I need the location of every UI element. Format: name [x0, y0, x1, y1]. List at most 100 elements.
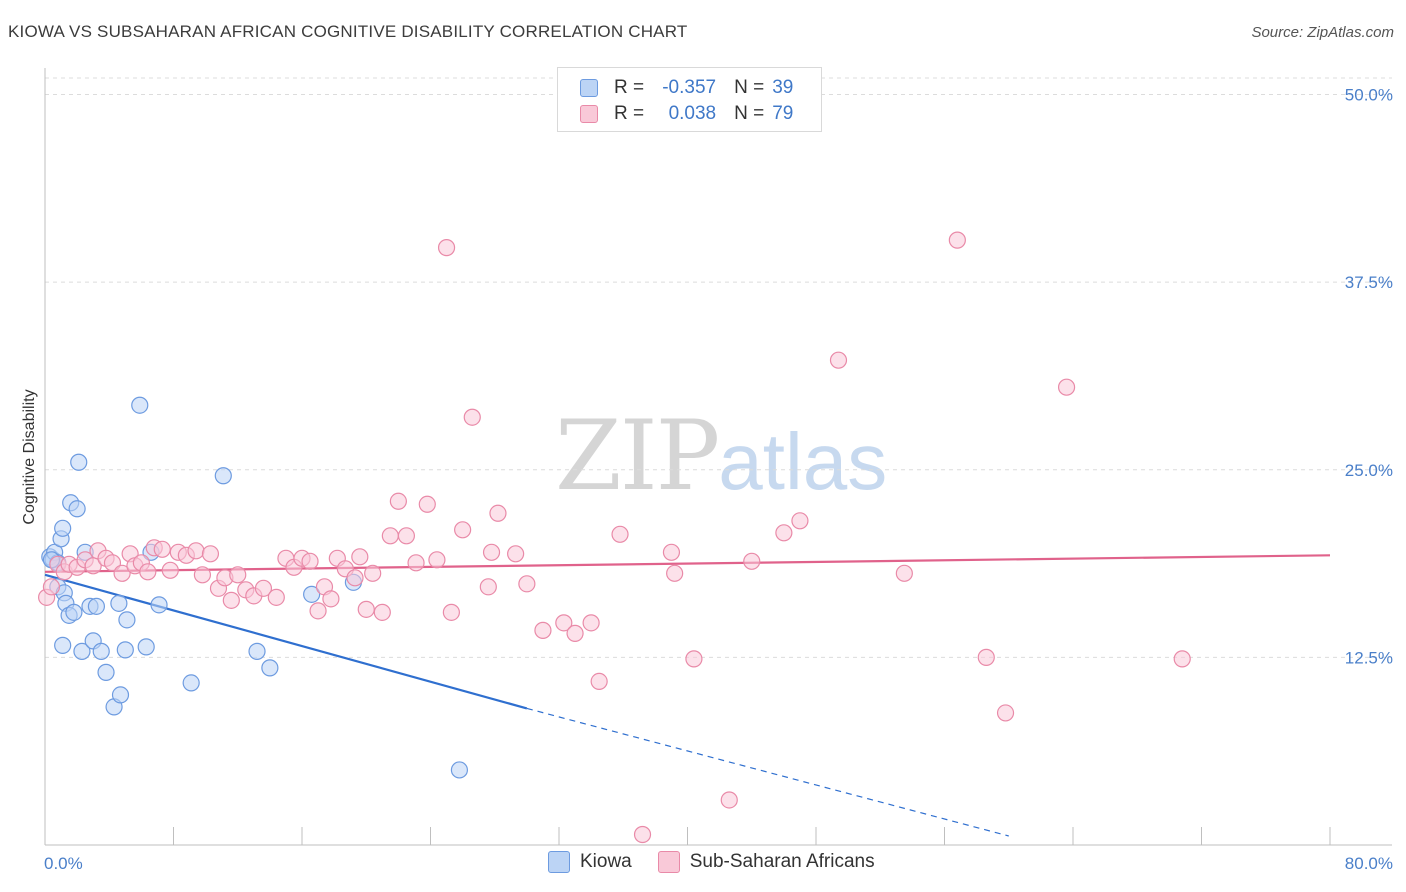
series-name-kiowa: Kiowa	[580, 851, 632, 872]
legend-row-kiowa: R = -0.357 N = 39	[580, 76, 793, 100]
kiowa-point	[65, 603, 83, 621]
kiowa-point	[182, 674, 200, 692]
legend-n-value: 79	[772, 103, 794, 124]
y-axis-label: Cognitive Disability	[21, 389, 38, 524]
kiowa-point	[131, 396, 149, 414]
y-tick-label: 37.5%	[1345, 273, 1393, 292]
kiowa-point	[97, 663, 115, 681]
series-name-subsaharan: Sub-Saharan Africans	[689, 851, 875, 872]
chart-title: KIOWA VS SUBSAHARAN AFRICAN COGNITIVE DI…	[8, 22, 688, 41]
subsaharan-point	[301, 552, 319, 570]
series-legend-kiowa[interactable]: Kiowa	[548, 851, 632, 873]
kiowa-point	[116, 641, 134, 659]
kiowa-point	[54, 636, 72, 654]
subsaharan-point	[187, 542, 205, 560]
legend-r-value: -0.357	[662, 77, 717, 98]
subsaharan-point	[418, 495, 436, 513]
subsaharan-point	[582, 614, 600, 632]
series-legend-subsaharan[interactable]: Sub-Saharan Africans	[657, 851, 875, 873]
trend-lines	[44, 554, 1331, 837]
subsaharan-point	[720, 791, 738, 809]
subsaharan-point	[201, 545, 220, 563]
subsaharan-point	[775, 524, 793, 542]
correlation-legend: R = -0.357 N = 39 R = 0.038 N = 79	[557, 67, 822, 132]
legend-n-label: N =	[734, 103, 765, 124]
kiowa-point	[54, 519, 72, 537]
subsaharan-point	[381, 527, 399, 545]
axes	[44, 68, 1392, 846]
kiowa-point	[110, 594, 128, 612]
subsaharan-point	[161, 561, 179, 579]
subsaharan-point	[346, 569, 364, 587]
subsaharan-point	[442, 603, 460, 621]
subsaharan-point	[518, 575, 536, 593]
legend-swatch-kiowa	[580, 79, 598, 97]
subsaharan-point	[364, 564, 382, 582]
subsaharan-point	[829, 351, 848, 369]
subsaharan-point	[977, 648, 995, 666]
kiowa-point	[111, 686, 130, 704]
data-points	[38, 231, 1191, 844]
subsaharan-point	[373, 603, 391, 621]
subsaharan-point	[222, 591, 240, 609]
kiowa-trend-line	[44, 573, 528, 710]
subsaharan-point	[139, 563, 157, 581]
subsaharan-point	[437, 239, 456, 257]
subsaharan-point	[633, 825, 652, 844]
subsaharan-point	[454, 521, 472, 539]
subsaharan-point	[463, 408, 481, 426]
subsaharan-point	[153, 540, 171, 558]
legend-swatch-subsaharan	[580, 105, 598, 123]
subsaharan-point	[357, 600, 375, 618]
subsaharan-point	[555, 614, 573, 632]
subsaharan-point	[389, 492, 407, 510]
kiowa-point	[118, 611, 136, 629]
series-legend: Kiowa Sub-Saharan Africans	[548, 851, 901, 873]
subsaharan-point	[1057, 378, 1076, 396]
legend-row-subsaharan: R = 0.038 N = 79	[580, 102, 793, 126]
y-tick-label: 12.5%	[1345, 648, 1393, 667]
subsaharan-point	[193, 566, 212, 584]
kiowa-point	[70, 453, 88, 471]
x-tick-label: 80.0%	[1345, 854, 1393, 873]
subsaharan-point	[895, 564, 913, 582]
kiowa-point	[214, 467, 232, 485]
subsaharan-point	[948, 231, 966, 249]
subsaharan-point	[566, 624, 584, 642]
subsaharan-point	[254, 579, 273, 597]
subsaharan-point	[397, 527, 416, 545]
subsaharan-point	[103, 554, 122, 572]
kiowa-point	[450, 761, 469, 779]
subsaharan-point	[507, 545, 525, 563]
kiowa-point	[68, 500, 86, 518]
subsaharan-point	[229, 566, 247, 584]
subsaharan-point	[666, 564, 684, 582]
kiowa-point	[150, 596, 168, 614]
x-tick-label: 0.0%	[44, 854, 83, 873]
subsaharan-point	[996, 704, 1015, 722]
legend-n-value: 39	[772, 77, 794, 98]
kiowa-point	[73, 642, 91, 660]
subsaharan-point	[482, 543, 501, 561]
kiowa-trend-extension	[526, 707, 1009, 837]
subsaharan-point	[743, 552, 761, 570]
subsaharan-point	[351, 548, 369, 566]
legend-r-label: R =	[614, 103, 645, 124]
y-tick-label: 50.0%	[1345, 86, 1393, 105]
tick-labels: 12.5% 25.0% 37.5% 50.0% 0.0% 80.0%	[44, 86, 1393, 873]
subsaharan-point	[534, 621, 552, 639]
series-swatch-kiowa	[548, 851, 570, 873]
subsaharan-point	[309, 602, 327, 620]
subsaharan-point	[590, 672, 608, 690]
kiowa-point	[261, 659, 279, 677]
subsaharan-point	[662, 543, 681, 561]
kiowa-point	[87, 597, 106, 615]
subsaharan-point	[407, 554, 425, 572]
subsaharan-point	[479, 578, 497, 596]
legend-r-label: R =	[614, 77, 645, 98]
kiowa-point	[92, 642, 110, 660]
grid-lines	[45, 77, 1392, 658]
subsaharan-point	[428, 551, 446, 569]
series-swatch-subsaharan	[657, 851, 680, 873]
